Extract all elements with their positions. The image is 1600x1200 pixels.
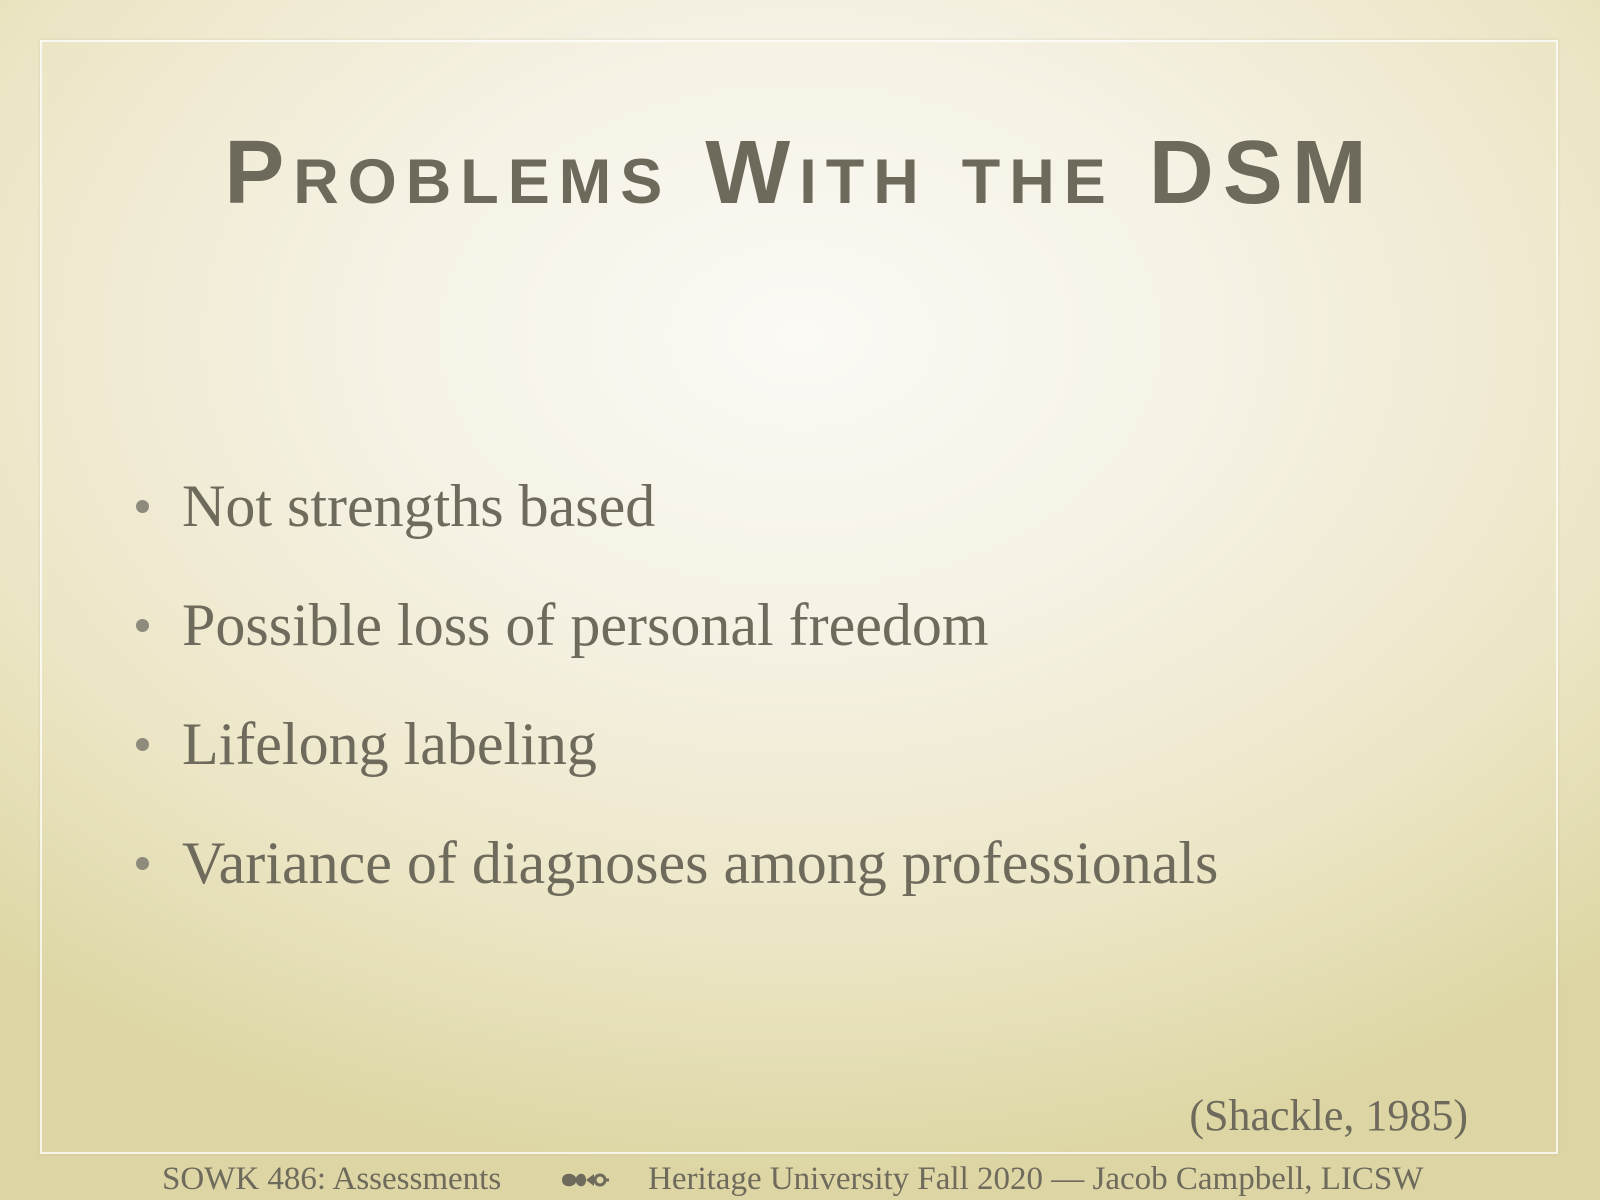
bullet-text: Possible loss of personal freedom — [182, 592, 989, 658]
bullet-text: Variance of diagnoses among professional… — [182, 830, 1218, 896]
bullet-dot-icon — [136, 619, 149, 632]
footer-credit: Heritage University Fall 2020 — Jacob Ca… — [648, 1158, 1423, 1200]
slide-footer: SOWK 486: Assessments Heritage Universit… — [0, 1158, 1600, 1200]
bullet-item: Not strengths based — [130, 470, 1218, 589]
bullet-text: Lifelong labeling — [182, 711, 597, 777]
bullet-item: Variance of diagnoses among professional… — [130, 827, 1218, 946]
citation: (Shackle, 1985) — [1189, 1090, 1468, 1142]
footer-course: SOWK 486: Assessments — [162, 1158, 501, 1200]
slide-title: Problems With the DSM — [0, 128, 1600, 218]
bullet-text: Not strengths based — [182, 473, 655, 539]
fleuron-icon — [560, 1168, 610, 1192]
bullet-item: Possible loss of personal freedom — [130, 589, 1218, 708]
bullet-dot-icon — [136, 738, 149, 751]
bullet-item: Lifelong labeling — [130, 708, 1218, 827]
bullet-dot-icon — [136, 500, 149, 513]
bullet-dot-icon — [136, 857, 149, 870]
bullet-list: Not strengths based Possible loss of per… — [130, 470, 1218, 946]
